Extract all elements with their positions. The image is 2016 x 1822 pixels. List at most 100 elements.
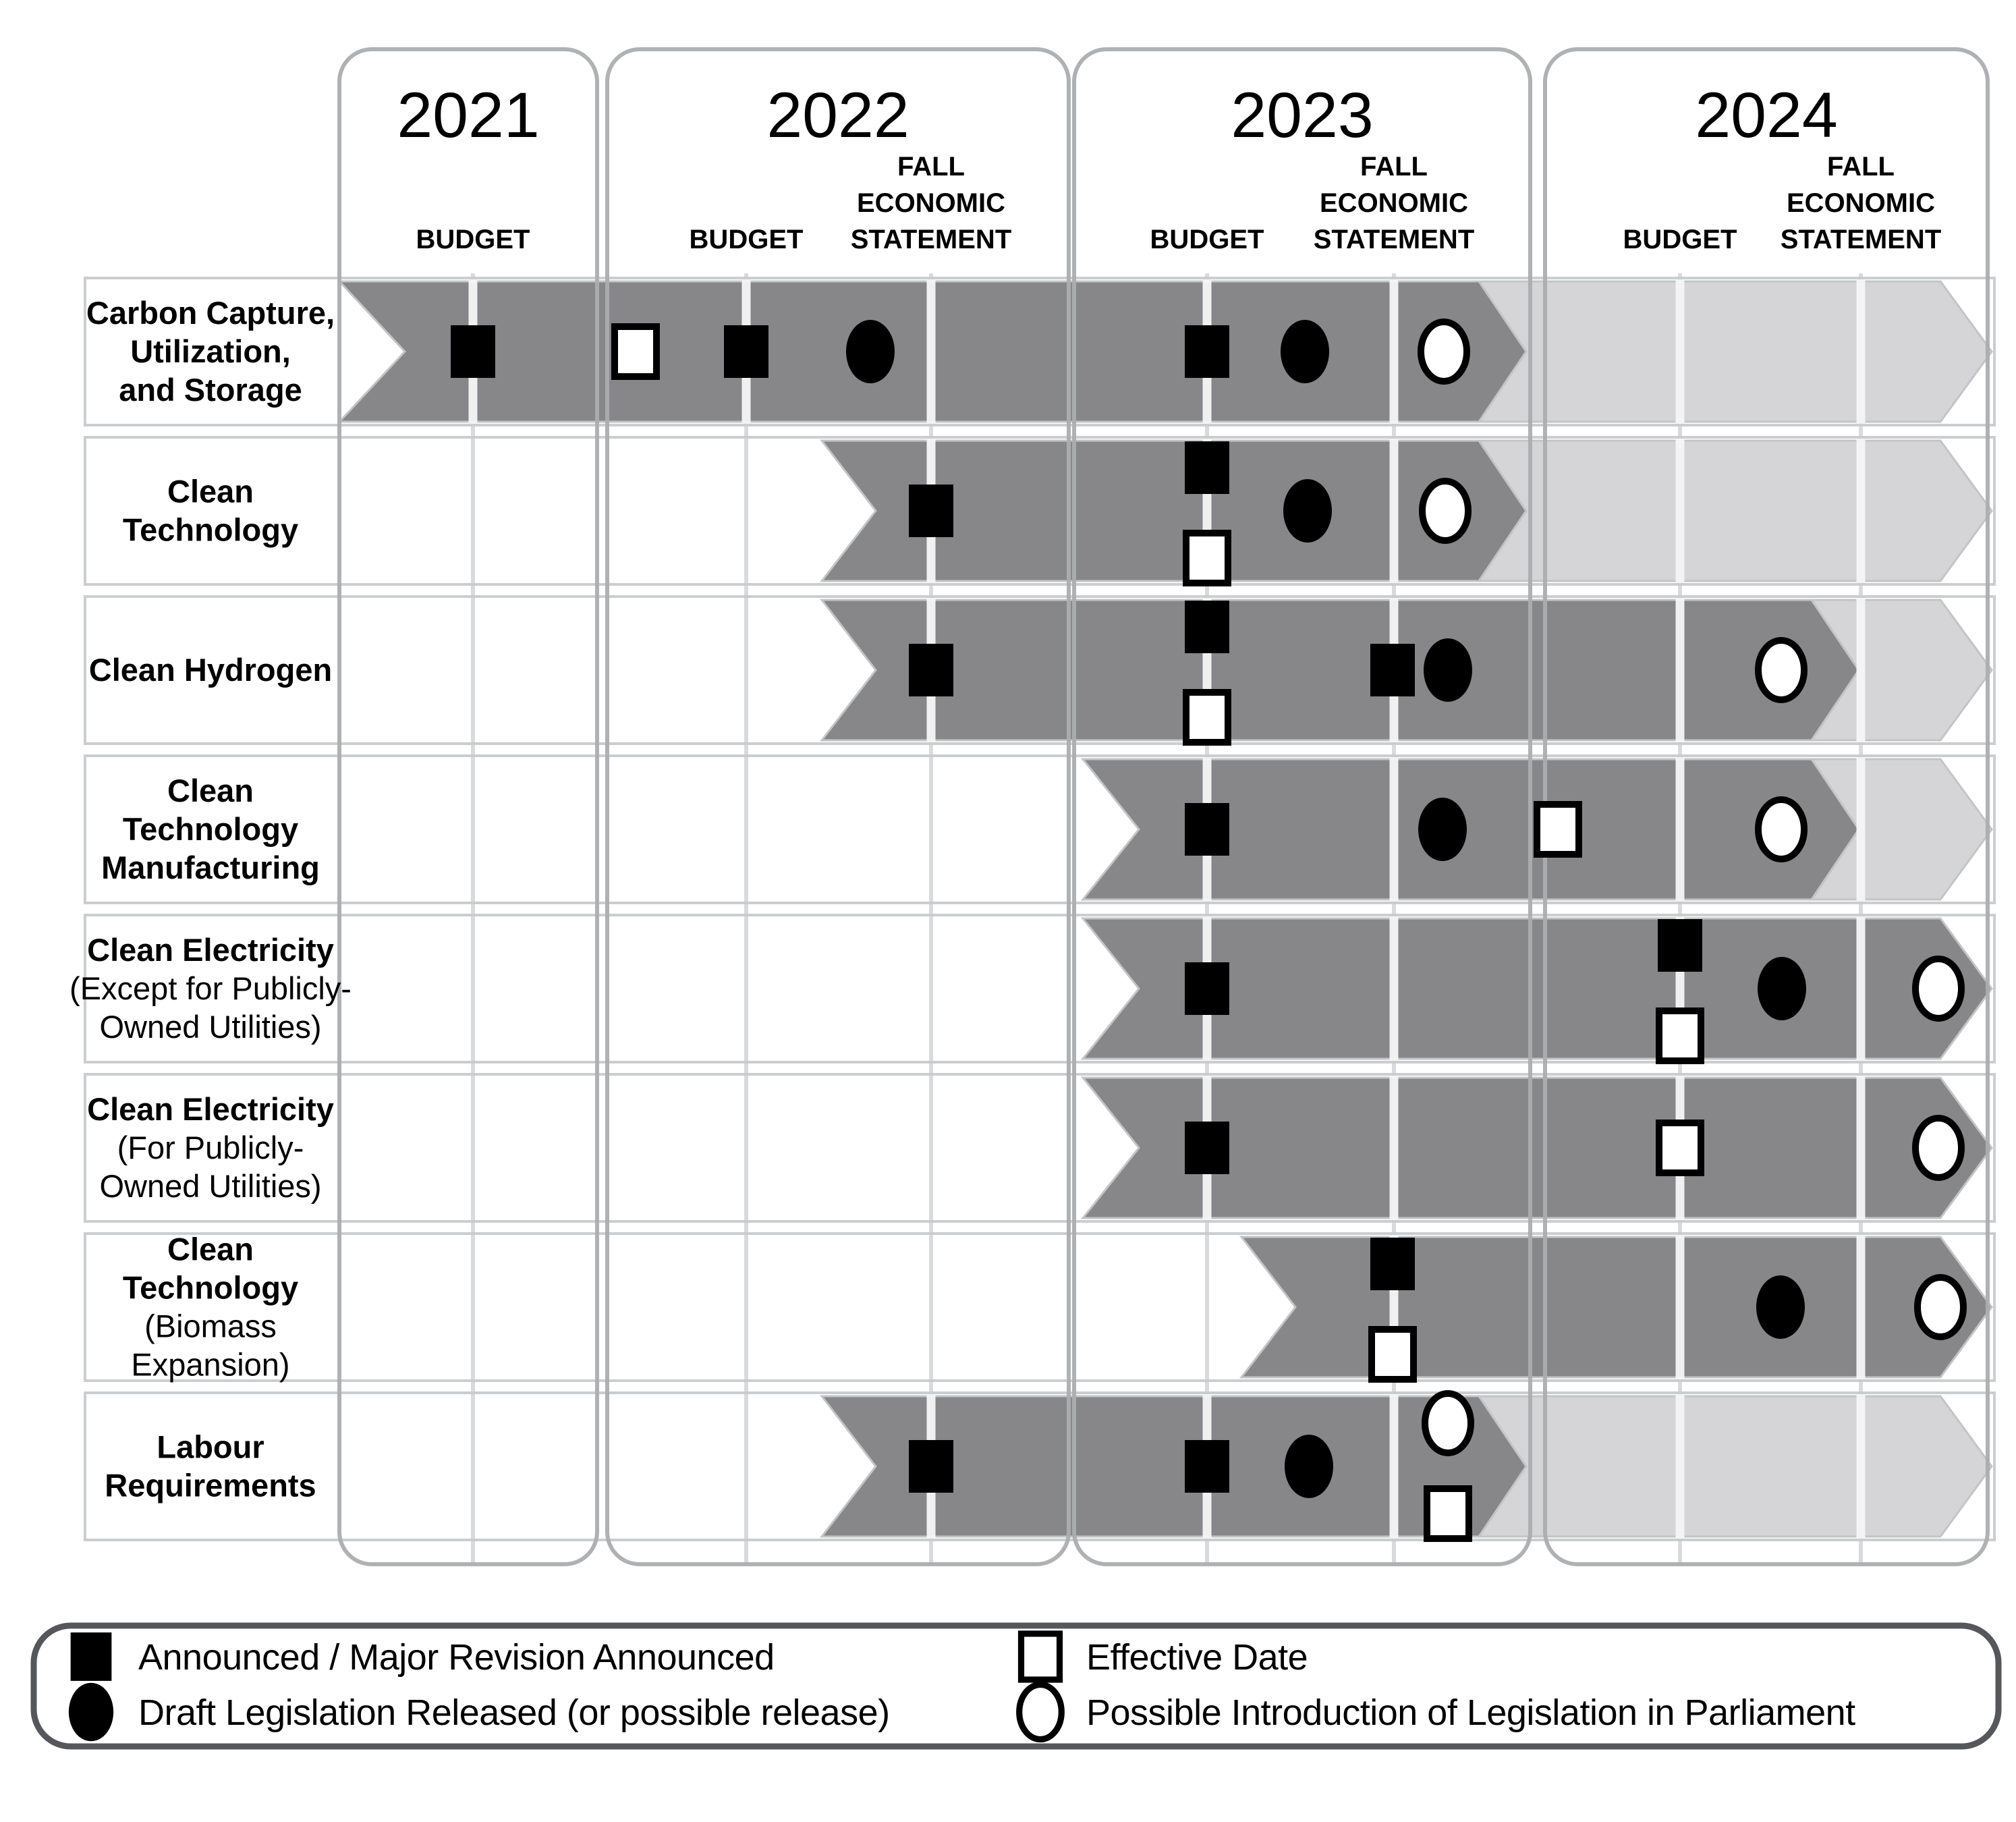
announced-marker-icon [1185, 962, 1229, 1015]
legend-box [30, 1622, 2002, 1750]
row-box-clean-technology-manufacturing [84, 754, 1996, 904]
possible-introduction-marker-icon [1755, 637, 1808, 703]
announced-marker-icon [1185, 441, 1229, 494]
announced-marker-icon [70, 1632, 112, 1681]
row-label-labour-requirements: Labour [157, 1429, 264, 1465]
possible-introduction-marker-icon [1912, 1115, 1965, 1181]
event-line [1675, 1234, 1685, 1380]
event-label-budget-2021: BUDGET [416, 225, 530, 254]
legend-label-possible-introduction: Possible Introduction of Legislation in … [1086, 1692, 1855, 1733]
row-box-carbon-capture-utilization-and-storage [84, 277, 1996, 426]
effective-date-marker-icon [611, 323, 660, 380]
event-label-fes-2022: ECONOMIC [857, 188, 1005, 218]
row-box-clean-hydrogen [84, 595, 1996, 745]
draft-legislation-marker-icon [846, 320, 895, 383]
timeline-row-carbon-capture-utilization-and-storage [337, 279, 1993, 424]
row-label-labour-requirements: Requirements [105, 1468, 316, 1503]
timeline-row-clean-technology [819, 438, 1993, 584]
row-label-clean-technology-manufacturing: Technology [123, 811, 298, 847]
event-line [1675, 279, 1685, 424]
row-label-carbon-capture-utilization-and-storage: and Storage [119, 372, 302, 408]
row-label-clean-technology-biomass-expansion: Clean [167, 1232, 254, 1267]
row-label-clean-electricity-except-publicly-owned: (Except for Publicly- [69, 970, 352, 1006]
row-label-clean-technology: Clean [167, 474, 254, 509]
effective-date-marker-icon [1656, 1007, 1704, 1064]
timeline-arrow-dark [819, 599, 1860, 742]
timeline-row-clean-electricity-publicly-owned [1080, 1075, 1993, 1221]
year-label-2022: 2022 [766, 80, 909, 151]
event-line [1389, 279, 1399, 424]
event-label-fes-2023: STATEMENT [1314, 225, 1475, 254]
event-label-fes-2024: ECONOMIC [1787, 188, 1935, 218]
effective-date-marker-icon [1017, 1630, 1063, 1683]
timeline-arrow-dark [1239, 1236, 1993, 1379]
event-label-fes-2022: FALL [897, 152, 965, 182]
possible-introduction-marker-icon [1016, 1681, 1065, 1743]
effective-date-marker-icon [1534, 801, 1582, 858]
row-box-labour-requirements [84, 1391, 1996, 1541]
row-label-clean-hydrogen: Clean Hydrogen [89, 652, 332, 688]
row-label-clean-technology-biomass-expansion: (Biomass [144, 1308, 277, 1344]
effective-date-marker-icon [1424, 1485, 1472, 1542]
row-box-clean-electricity-except-publicly-owned [84, 914, 1996, 1064]
announced-marker-icon [1370, 644, 1415, 696]
event-line [1856, 1393, 1866, 1539]
row-label-clean-technology-biomass-expansion: Technology [123, 1270, 298, 1306]
event-line [1389, 756, 1399, 902]
announced-marker-icon [1185, 325, 1229, 378]
year-label-2024: 2024 [1695, 80, 1837, 151]
announced-marker-icon [1185, 1122, 1229, 1174]
announced-marker-icon [909, 485, 953, 537]
event-line [1675, 438, 1685, 584]
event-line [1856, 1075, 1866, 1221]
draft-legislation-marker-icon [1758, 957, 1806, 1020]
timeline-row-clean-technology-manufacturing [1080, 756, 1993, 902]
row-label-clean-electricity-publicly-owned: (For Publicly- [117, 1130, 304, 1165]
event-line [1856, 1234, 1866, 1380]
legend-label-draft-legislation: Draft Legislation Released (or possible … [138, 1692, 890, 1733]
possible-introduction-marker-icon [1419, 478, 1472, 544]
row-label-clean-electricity-except-publicly-owned: Clean Electricity [87, 932, 334, 968]
year-box-2023 [1072, 47, 1532, 1566]
announced-marker-icon [1185, 1440, 1229, 1493]
possible-introduction-marker-icon [1755, 796, 1808, 862]
timeline-row-labour-requirements [819, 1393, 1993, 1539]
event-line [1675, 756, 1685, 902]
draft-legislation-marker-icon [68, 1682, 114, 1742]
draft-legislation-marker-icon [1756, 1275, 1805, 1339]
event-label-fes-2023: ECONOMIC [1320, 188, 1468, 218]
event-label-fes-2022: STATEMENT [851, 225, 1012, 254]
timeline-arrow-light-future [1477, 1395, 1993, 1538]
row-label-clean-electricity-except-publicly-owned: Owned Utilities) [99, 1009, 321, 1045]
legend-label-announced: Announced / Major Revision Announced [138, 1637, 775, 1678]
timeline-arrow-light-future [1477, 280, 1993, 423]
event-line [1389, 1075, 1399, 1221]
draft-legislation-marker-icon [1285, 1435, 1333, 1498]
event-label-budget-2024: BUDGET [1623, 225, 1737, 254]
draft-legislation-marker-icon [1418, 798, 1467, 861]
event-guide-line [471, 273, 475, 1564]
event-line [1389, 438, 1399, 584]
row-label-clean-technology: Technology [123, 512, 298, 548]
announced-marker-icon [909, 1440, 953, 1493]
row-label-clean-technology-manufacturing: Clean [167, 773, 254, 808]
event-line [926, 279, 936, 424]
possible-introduction-marker-icon [1422, 1390, 1474, 1456]
possible-introduction-marker-icon [1914, 1274, 1967, 1340]
announced-marker-icon [1370, 1238, 1415, 1290]
row-label-clean-electricity-publicly-owned: Owned Utilities) [99, 1168, 321, 1204]
event-guide-line [744, 273, 748, 1564]
timeline-arrow-light-future [1477, 439, 1993, 582]
event-label-budget-2022: BUDGET [690, 225, 804, 254]
year-label-2021: 2021 [397, 80, 539, 151]
timeline-row-clean-technology-biomass-expansion [1239, 1234, 1993, 1380]
possible-introduction-marker-icon [1912, 956, 1965, 1022]
timeline-arrow-dark [1080, 1076, 1993, 1219]
announced-marker-icon [451, 325, 495, 378]
event-label-fes-2024: STATEMENT [1781, 225, 1942, 254]
year-box-2022 [605, 47, 1071, 1566]
event-line [1856, 438, 1866, 584]
year-box-2021 [337, 47, 599, 1566]
